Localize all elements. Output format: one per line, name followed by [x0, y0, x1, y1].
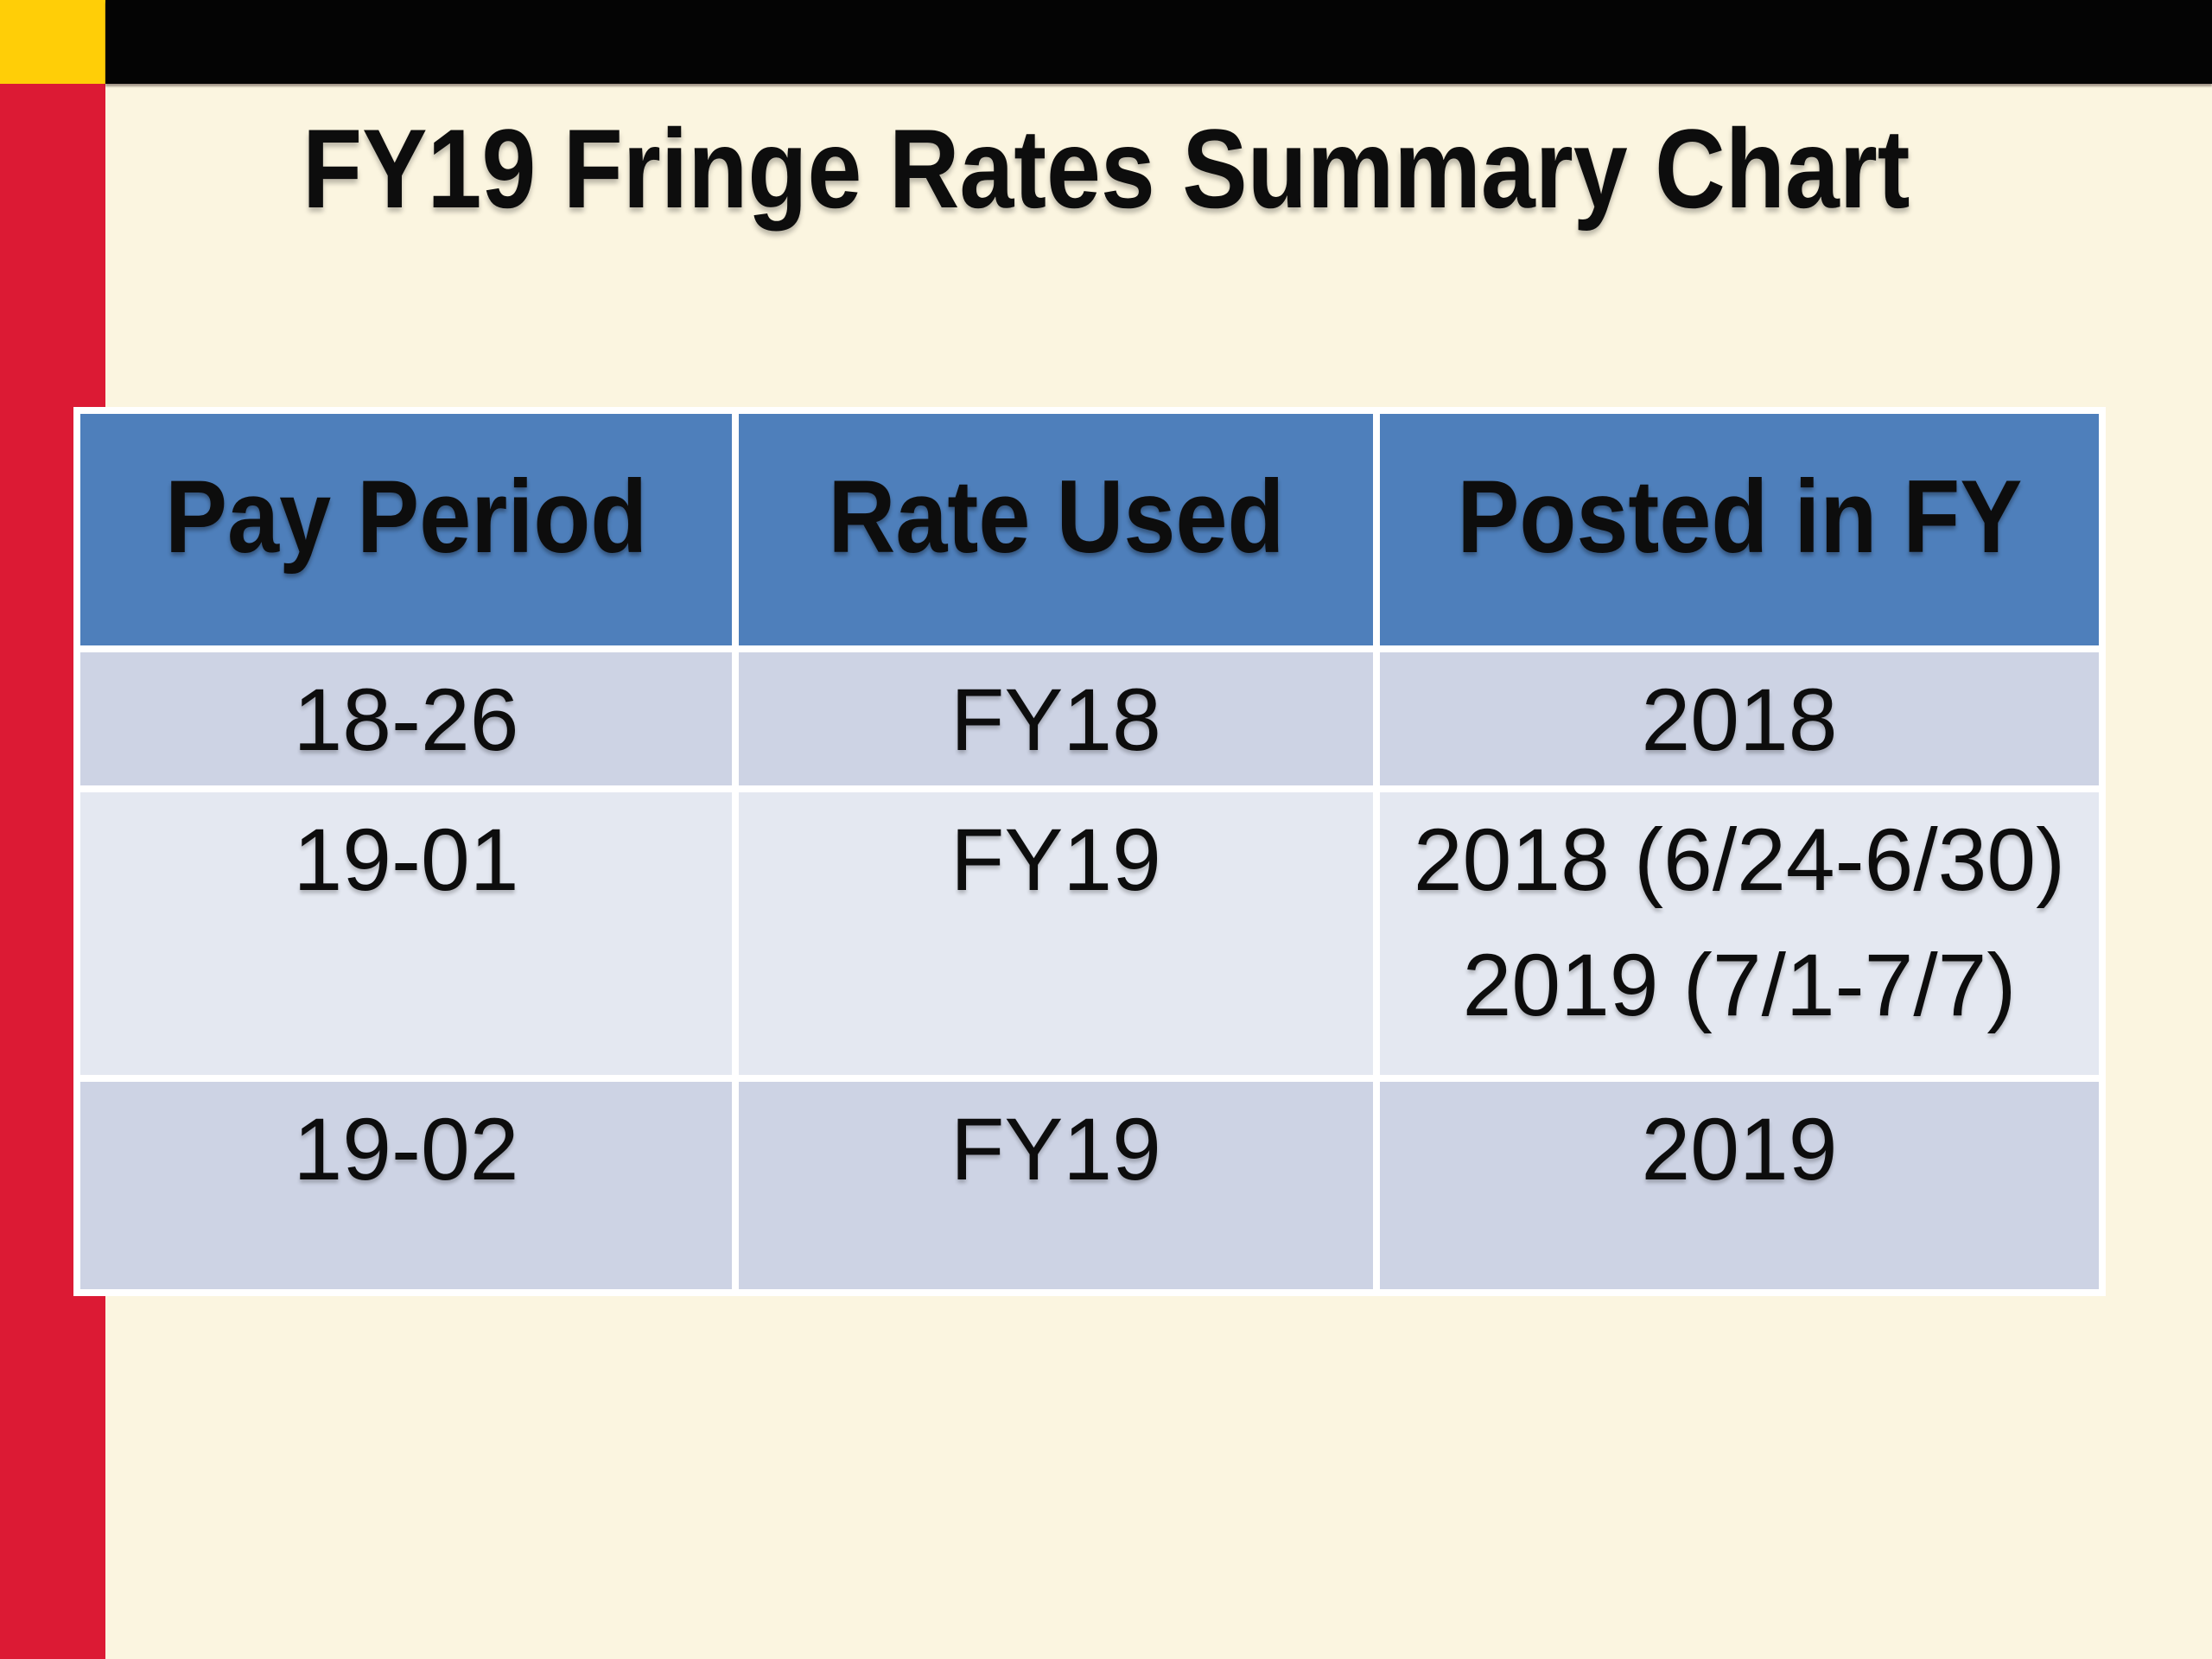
cell-rate-used: FY19	[739, 1082, 1373, 1289]
cell-posted-in-fy: 2018 (6/24-6/30) 2019 (7/1-7/7)	[1380, 792, 2099, 1075]
header-cell-posted-in-fy: Posted in FY	[1380, 414, 2099, 645]
header-label-posted-in-fy: Posted in FY	[1456, 459, 2023, 575]
cell-pay-period: 19-02	[80, 1082, 732, 1289]
cell-pay-period: 19-01	[80, 792, 732, 1075]
fringe-rates-table: Pay Period Rate Used Posted in FY 18-26 …	[73, 407, 2106, 1296]
header-cell-pay-period: Pay Period	[80, 414, 732, 645]
cell-rate-used: FY19	[739, 792, 1373, 1075]
header-label-pay-period: Pay Period	[164, 459, 648, 575]
slide-title: FY19 Fringe Rates Summary Chart	[0, 112, 2212, 225]
top-bar-black	[105, 0, 2212, 84]
table-row-19-02: 19-02 FY19 2019	[80, 1082, 2099, 1289]
header-label-rate-used: Rate Used	[827, 459, 1285, 575]
cell-posted-in-fy: 2019	[1380, 1082, 2099, 1289]
posted-line: 2018	[1641, 671, 1838, 769]
cell-pay-period: 18-26	[80, 652, 732, 785]
posted-line: 2019	[1641, 1100, 1838, 1198]
table-row-19-01: 19-01 FY19 2018 (6/24-6/30) 2019 (7/1-7/…	[80, 792, 2099, 1075]
corner-accent-yellow	[0, 0, 105, 84]
cell-posted-in-fy: 2018	[1380, 652, 2099, 785]
slide-title-text: FY19 Fringe Rates Summary Chart	[302, 105, 1910, 232]
table-header-row: Pay Period Rate Used Posted in FY	[80, 414, 2099, 645]
cell-rate-used: FY18	[739, 652, 1373, 785]
posted-line: 2019 (7/1-7/7)	[1462, 935, 2017, 1034]
table-row-18-26: 18-26 FY18 2018	[80, 652, 2099, 785]
header-cell-rate-used: Rate Used	[739, 414, 1373, 645]
posted-line: 2018 (6/24-6/30)	[1413, 810, 2066, 909]
